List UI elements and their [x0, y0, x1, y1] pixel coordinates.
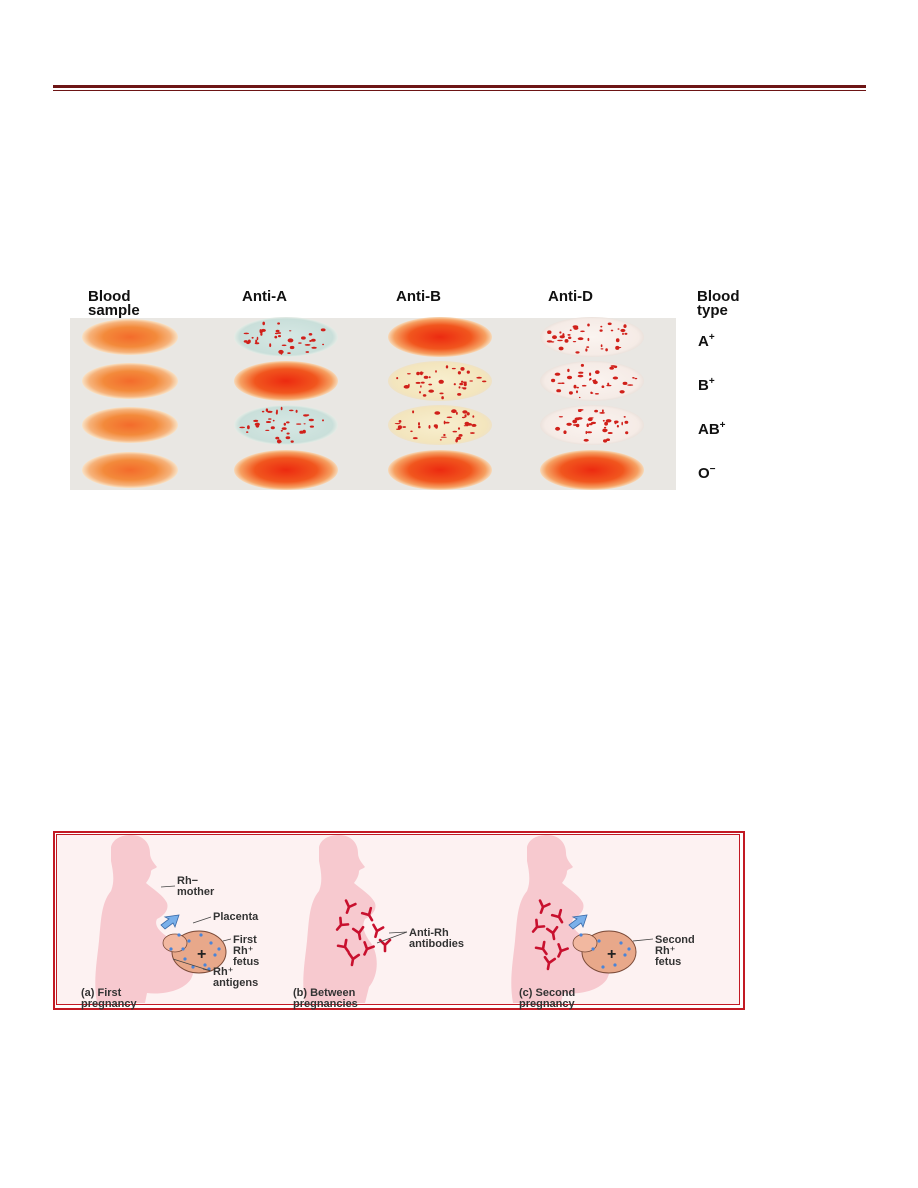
label-first-fetus: First Rh⁺ fetus: [233, 934, 260, 968]
antibody-glyph: [543, 955, 557, 971]
plate-anti_d-o: [540, 450, 644, 490]
clumps-anti_b-ab: [394, 409, 477, 443]
antibody-glyph: [545, 925, 559, 941]
antibody-glyph: [347, 951, 361, 967]
caption-second-pregnancy: (c) Second pregnancy: [519, 987, 576, 1010]
typing-plates: [82, 317, 644, 490]
plate-anti_a-b: [234, 361, 338, 401]
antibody-glyph: [351, 925, 365, 941]
anti-rh-antibodies: [335, 899, 569, 971]
plate-anti_b-o: [388, 450, 492, 490]
clumps-anti_a-ab: [239, 406, 324, 444]
antibody-glyph: [531, 918, 546, 933]
clumps-anti_a-a: [243, 321, 326, 355]
header-rule-thick: [53, 85, 866, 88]
row-label-b: B+: [698, 376, 715, 394]
antibody-glyph: [344, 899, 357, 914]
header-blood-type: Blood type: [697, 288, 740, 319]
antibody-glyph: [538, 899, 551, 914]
label-rh-antigens: Rh⁺ antigens: [213, 966, 259, 989]
first-fetus-a: +: [160, 914, 227, 974]
antibody-glyph: [378, 938, 392, 953]
second-fetus-c: +: [568, 914, 637, 974]
plate-sample-o: [82, 452, 178, 488]
header-anti-b: Anti-B: [396, 288, 441, 305]
caption-first-pregnancy: (a) First pregnancy: [81, 987, 137, 1010]
antibody-glyph: [336, 938, 350, 954]
clumps-anti_d-a: [546, 322, 628, 354]
clumps-anti_d-ab: [555, 409, 629, 443]
svg-text:+: +: [607, 946, 616, 963]
antibody-glyph: [335, 916, 350, 931]
mother-silhouette-a: [95, 835, 195, 1003]
header-rule-thin: [53, 90, 866, 91]
plate-anti_d-b: [540, 361, 644, 401]
label-rh-mother: Rh− mother: [177, 875, 215, 898]
blood-typing-figure: Blood sample Anti-A Anti-B Anti-D Blood …: [68, 288, 788, 495]
rh-incompatibility-figure: + +: [53, 831, 747, 1012]
row-label-o: O−: [698, 464, 716, 482]
plate-sample-b: [82, 363, 178, 399]
svg-text:+: +: [197, 946, 206, 963]
antibody-glyph: [363, 941, 375, 956]
plate-sample-a: [82, 319, 178, 355]
clumps-anti_d-b: [551, 363, 638, 399]
antibody-glyph: [360, 906, 374, 922]
antibody-glyph: [557, 943, 569, 958]
plate-sample-ab: [82, 407, 178, 443]
antibody-glyph: [534, 940, 548, 956]
header-anti-d: Anti-D: [548, 288, 593, 305]
label-leader-lines: [160, 885, 654, 972]
label-placenta: Placenta: [213, 911, 259, 923]
clumps-anti_b-b: [396, 365, 487, 400]
row-label-ab: AB+: [698, 420, 726, 438]
plate-anti_a-a: [234, 317, 338, 357]
label-anti-rh-antibodies: Anti-Rh antibodies: [409, 927, 465, 950]
row-label-a: A+: [698, 332, 715, 350]
plate-anti_a-o: [234, 450, 338, 490]
caption-between-pregnancies: (b) Between pregnancies: [293, 987, 358, 1010]
plate-anti_a-ab: [234, 405, 338, 445]
rh-illustration: + +: [95, 835, 654, 1003]
plate-anti_b-a: [388, 317, 492, 357]
antibody-glyph: [550, 908, 564, 924]
header-blood-sample: Blood sample: [88, 288, 140, 319]
label-second-fetus: Second Rh⁺ fetus: [655, 934, 695, 968]
antibody-glyph: [372, 923, 385, 939]
header-anti-a: Anti-A: [242, 288, 287, 305]
